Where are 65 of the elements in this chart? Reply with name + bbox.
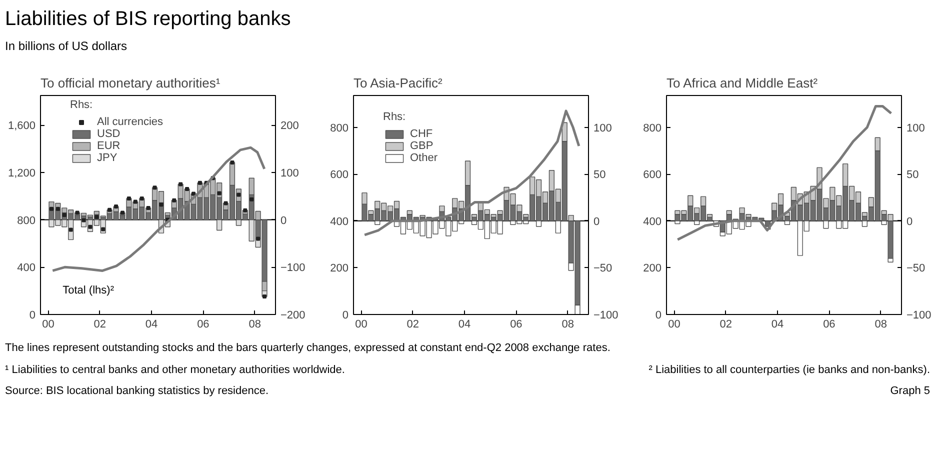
x-tick-label: 02 — [720, 318, 732, 330]
y-tick-label: 0 — [29, 310, 36, 322]
x-tick-label: 02 — [406, 318, 420, 330]
legend-title: Rhs: — [70, 99, 94, 111]
y2-tick-label: 200 — [280, 120, 299, 132]
x-tick-label: 04 — [458, 318, 471, 330]
y-tick-label: 0 — [655, 310, 662, 322]
x-tick-label: 06 — [510, 318, 522, 330]
chart-title: To official monetary authorities¹ — [40, 76, 221, 90]
y-tick-label: 200 — [330, 262, 349, 275]
text: ² Liabilities to all counterparties (ie banks and non-banks). — [648, 362, 930, 378]
x-tick-label: 04 — [145, 318, 158, 330]
y2-tick-label: 0 — [906, 216, 913, 228]
y-tick-label: 400 — [643, 216, 662, 228]
y2-tick-label: −100 — [280, 262, 306, 274]
x-tick-label: 00 — [355, 318, 368, 330]
y-tick-label: 600 — [643, 169, 662, 182]
text: The lines represent outstanding stocks and the bars quarterly changes, expressed at constant end-Q2 2008 exchange rates. — [5, 341, 610, 356]
legend-label: All currencies — [97, 116, 164, 128]
y2-tick-label: 0 — [280, 214, 287, 227]
legend-label: GBP — [410, 140, 434, 152]
y-tick-label: 200 — [643, 262, 662, 275]
legend-label: CHF — [410, 128, 433, 140]
x-tick-label: 00 — [668, 318, 680, 330]
text: In billions of US dollars — [5, 38, 128, 55]
y-tick-label: 1,600 — [8, 120, 36, 132]
x-tick-label: 08 — [874, 318, 887, 330]
x-tick-label: 04 — [771, 318, 784, 330]
y-tick-label: 600 — [330, 169, 349, 182]
y-tick-label: 800 — [17, 214, 36, 227]
x-tick-label: 02 — [94, 318, 106, 330]
y-tick-label: 1,200 — [8, 167, 36, 180]
x-tick-label: 08 — [562, 318, 574, 330]
x-tick-label: 06 — [197, 318, 210, 330]
y2-tick-label: 100 — [594, 122, 612, 134]
legend-label: JPY — [97, 152, 118, 164]
y-tick-label: 400 — [330, 216, 349, 228]
y2-tick-label: 0 — [594, 216, 600, 228]
legend-label: EUR — [97, 140, 120, 152]
y2-tick-label: 50 — [594, 169, 606, 182]
text: Liabilities of BIS reporting banks — [5, 7, 291, 32]
y2-tick-label: 100 — [280, 167, 299, 180]
y2-tick-label: 100 — [906, 122, 925, 134]
y2-tick-label: −200 — [280, 310, 306, 322]
chart-title: To Asia-Pacific² — [354, 76, 444, 90]
y-tick-label: 0 — [342, 310, 349, 322]
x-tick-label: 08 — [248, 318, 261, 330]
series-label: Total (lhs)² — [62, 284, 114, 297]
caption: Graph 5 — [890, 384, 930, 400]
y2-tick-label: −50 — [906, 262, 926, 275]
y2-tick-label: −100 — [906, 310, 932, 322]
source-note: Source: BIS locational banking statistics by residence. — [5, 384, 269, 400]
y2-tick-label: −100 — [594, 310, 618, 322]
y-tick-label: 400 — [17, 262, 36, 274]
legend-title: Rhs: — [383, 111, 407, 123]
y-tick-label: 800 — [330, 122, 349, 134]
text: ¹ Liabilities to central banks and other monetary authorities worldwide. — [5, 362, 345, 378]
x-tick-label: 06 — [823, 318, 836, 330]
legend-label: USD — [97, 128, 120, 140]
y2-tick-label: −50 — [594, 262, 612, 275]
y2-tick-label: 50 — [906, 169, 919, 182]
x-tick-label: 00 — [42, 318, 54, 330]
y-tick-label: 800 — [643, 122, 662, 134]
chart-title: To Africa and Middle East² — [666, 76, 818, 90]
legend-label: Other — [410, 152, 438, 164]
